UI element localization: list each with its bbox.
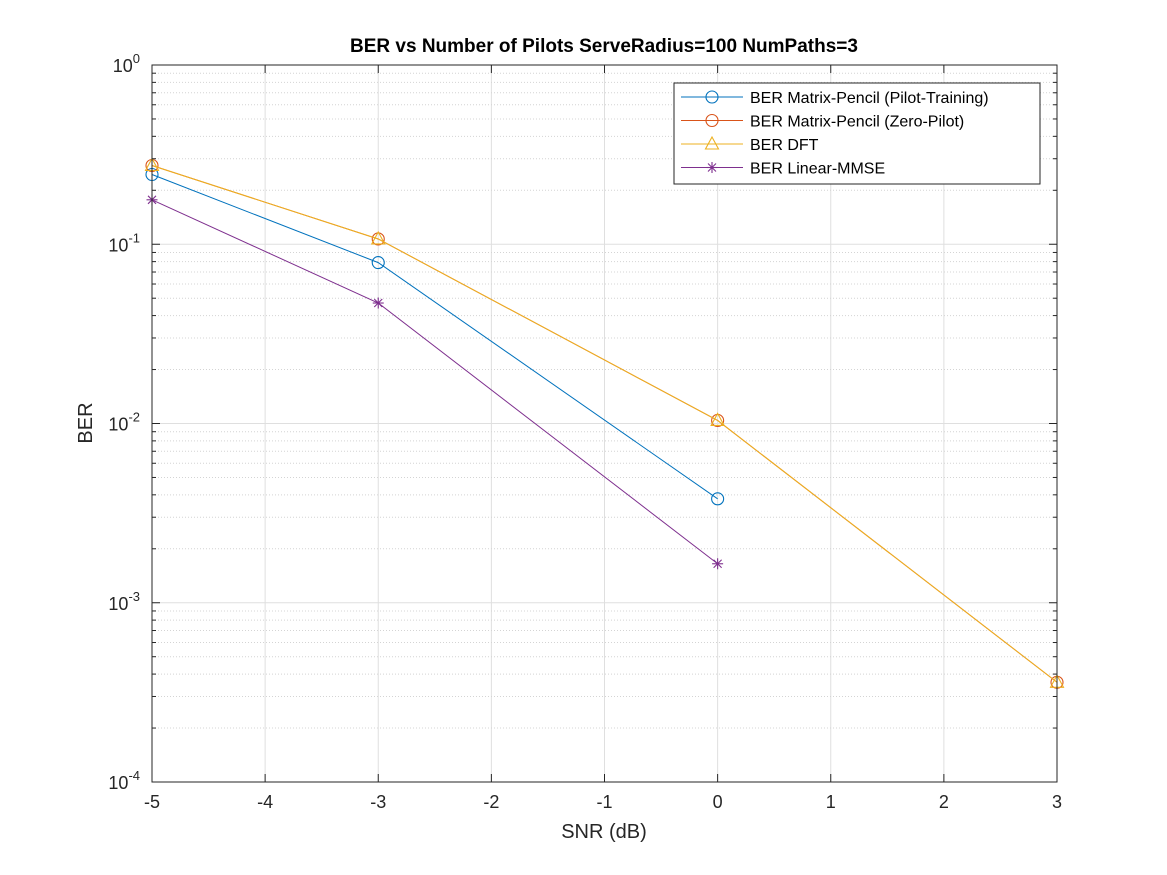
y-axis-label: BER (75, 402, 97, 443)
axis-ticks (151, 64, 1058, 783)
x-tick-label: 2 (939, 792, 949, 812)
data-point (372, 297, 384, 309)
y-tick-label: 10-3 (108, 589, 140, 614)
marker-stroke (707, 163, 717, 172)
y-tick-label: 10-1 (108, 230, 140, 255)
legend-entry: BER Matrix-Pencil (Pilot-Training) (681, 90, 989, 107)
x-tick-label: 1 (826, 792, 836, 812)
data-point (371, 256, 385, 270)
y-tick-labels: 10-4 10-3 10-2 10-1 100 (108, 51, 140, 793)
legend-marker (706, 162, 718, 173)
x-tick-label: -1 (596, 792, 612, 812)
chart-title: BER vs Number of Pilots ServeRadius=100 … (350, 36, 858, 57)
data-point (370, 230, 386, 245)
series-line (151, 165, 1058, 683)
x-tick-label: -3 (370, 792, 386, 812)
legend-entry: BER DFT (681, 135, 819, 154)
legend-label: BER Matrix-Pencil (Pilot-Training) (750, 90, 989, 107)
marker-stroke (713, 559, 723, 569)
x-tick-label: -4 (257, 792, 273, 812)
x-axis-label: SNR (dB) (561, 821, 647, 843)
legend-entry: BER Matrix-Pencil (Zero-Pilot) (681, 114, 964, 131)
x-tick-label: -2 (483, 792, 499, 812)
data-point (710, 412, 726, 426)
x-tick-label: 0 (713, 792, 723, 812)
data-point (712, 558, 724, 570)
legend-label: BER Linear-MMSE (750, 161, 885, 178)
legend: BER Matrix-Pencil (Pilot-Training) BER Ma… (673, 82, 1041, 185)
data-point (711, 492, 725, 506)
legend-label: BER Matrix-Pencil (Zero-Pilot) (750, 114, 964, 131)
legend-marker (705, 113, 719, 128)
legend-marker (705, 90, 719, 104)
x-tick-label: -5 (144, 792, 160, 812)
legend-marker (704, 135, 720, 150)
marker-stroke (373, 298, 383, 308)
y-tick-label: 10-2 (108, 410, 140, 435)
series-line (151, 174, 718, 500)
y-tick-label: 10-4 (108, 768, 140, 793)
x-tick-labels: -5 -4 -3 -2 -1 0 1 2 3 (144, 792, 1062, 812)
y-tick-label: 100 (113, 51, 140, 76)
x-tick-label: 3 (1052, 792, 1062, 812)
legend-label: BER DFT (750, 137, 819, 154)
legend-entries: BER Matrix-Pencil (Pilot-Training) BER Ma… (681, 90, 989, 178)
legend-entry: BER Linear-MMSE (681, 161, 885, 178)
